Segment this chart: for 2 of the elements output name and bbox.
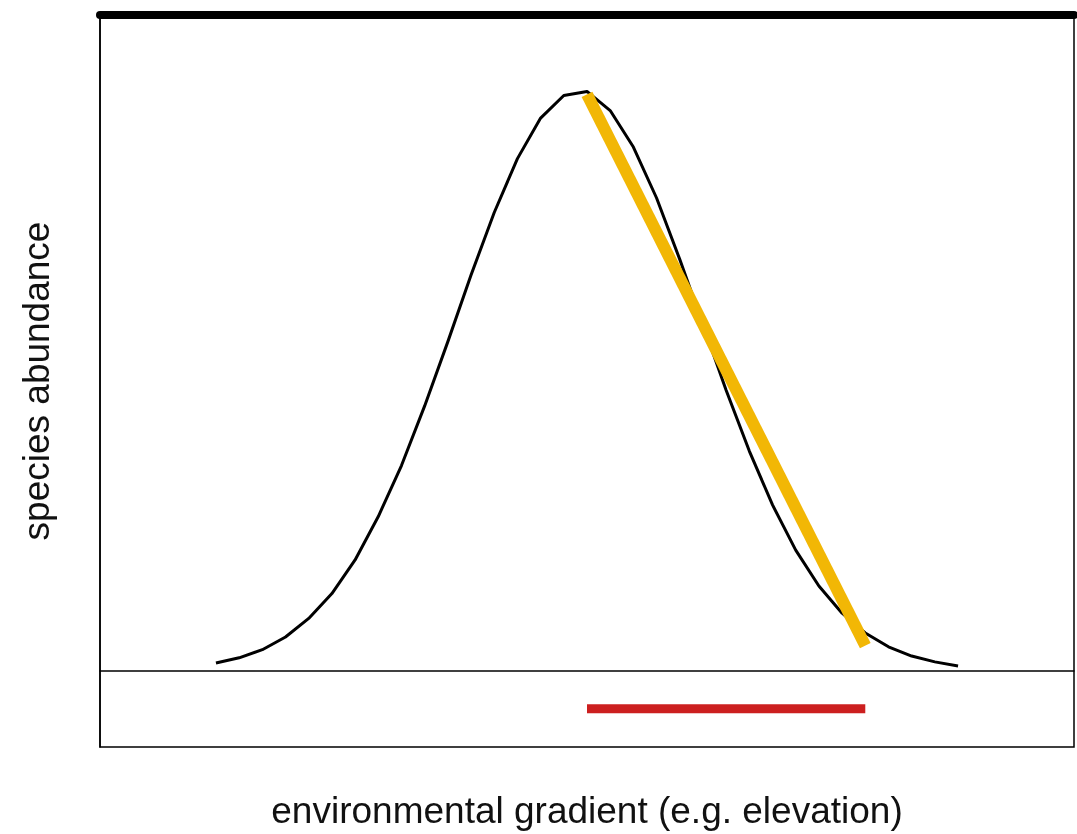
y-axis-title: species abundance [16,221,57,541]
x-axis-title: environmental gradient (e.g. elevation) [271,790,903,831]
